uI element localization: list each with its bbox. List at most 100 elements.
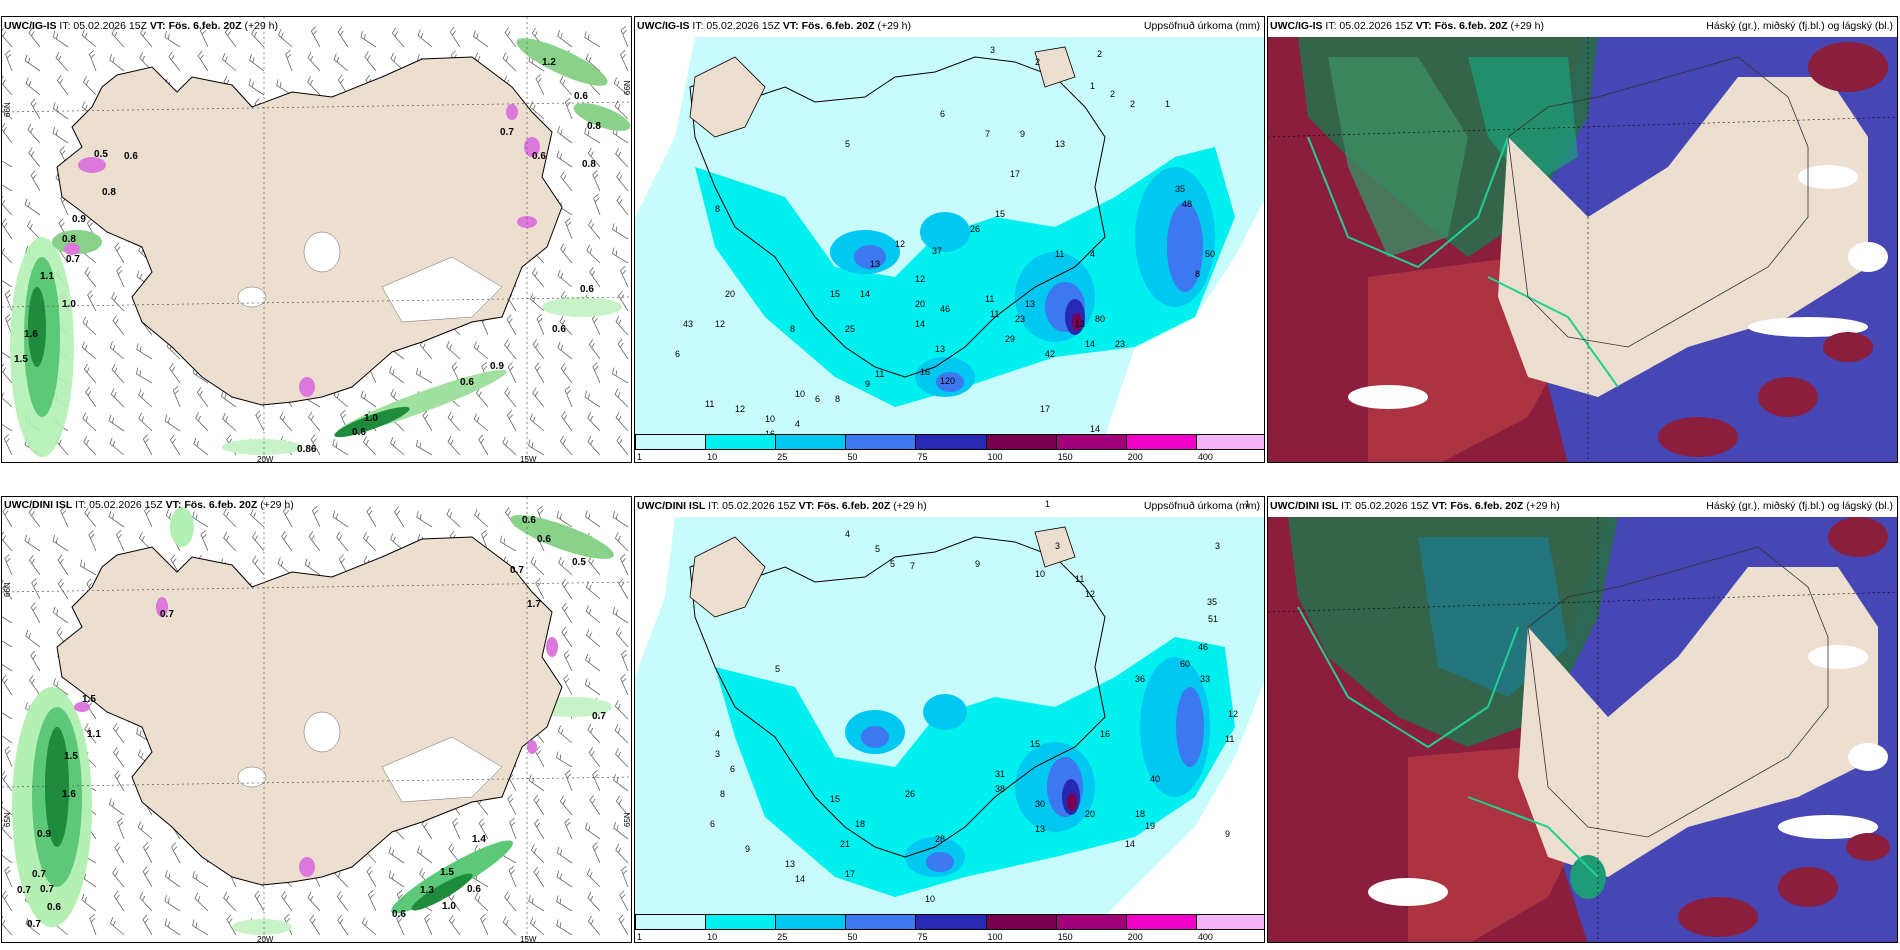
- wind-barb: [592, 169, 601, 192]
- cloud-map[interactable]: [1268, 17, 1898, 463]
- wind-barb: [113, 747, 125, 768]
- colorbar-swatch: [635, 914, 707, 930]
- wind-barb: [4, 289, 13, 312]
- map-value: 15: [1030, 739, 1040, 749]
- map-value: 13: [1055, 139, 1065, 149]
- wind-map[interactable]: 20W 15W 66N 65N 65N 0.60.60.50.71.70.70.…: [2, 497, 632, 943]
- colorbar-label: 150: [1057, 452, 1073, 462]
- wind-barb: [478, 434, 489, 456]
- wind-barb: [532, 339, 545, 360]
- map-value: 13: [935, 344, 945, 354]
- map-value: 11: [1055, 249, 1064, 259]
- map-value: 15: [995, 209, 1005, 219]
- colorbar-swatch: [845, 914, 917, 930]
- wind-barb: [564, 769, 573, 792]
- wind-barb: [139, 52, 153, 72]
- wind-barb: [530, 844, 545, 864]
- map-value: 40: [1150, 774, 1160, 784]
- map-value: 19: [1145, 821, 1155, 831]
- wind-barb: [135, 367, 153, 384]
- wind-barb: [2, 101, 13, 120]
- wind-barb: [337, 26, 349, 48]
- wind-barb: [144, 506, 153, 528]
- map-value: 7: [910, 561, 915, 571]
- wind-barb: [564, 385, 573, 408]
- map-value: 35: [1207, 597, 1217, 607]
- map-value: 26: [970, 224, 980, 234]
- wind-barb: [2, 531, 13, 552]
- wind-barb: [116, 817, 125, 840]
- map-value: 11: [875, 369, 884, 379]
- map-value: 0.5: [94, 149, 108, 160]
- wind-barb: [620, 649, 629, 672]
- wind-barb: [164, 30, 181, 48]
- wind-barb: [88, 49, 97, 72]
- map-value: 1.5: [64, 751, 78, 762]
- wind-barb: [254, 890, 265, 912]
- map-value: 14: [1085, 339, 1095, 349]
- wind-barb: [250, 508, 265, 528]
- map-value: 6: [675, 349, 680, 359]
- colorbar-swatch: [775, 434, 847, 450]
- wind-barb: [558, 556, 573, 576]
- wind-barb: [2, 820, 13, 840]
- wind-barb: [556, 870, 573, 888]
- map-value: 2: [1130, 99, 1135, 109]
- wind-barb: [504, 891, 517, 912]
- map-value: 1.6: [62, 789, 76, 800]
- wind-barb: [481, 529, 489, 552]
- wind-map[interactable]: 20W 15W 66N 66N 1.2 0.6 0.8 0.7 0.5 0.6 0.8 0.9…: [2, 17, 632, 463]
- map-value: 46: [1198, 642, 1208, 652]
- colorbar-swatch: [775, 914, 847, 930]
- wind-barb: [616, 435, 629, 456]
- wind-barb: [112, 723, 125, 744]
- wind-barb: [194, 892, 209, 912]
- wind-barb: [138, 412, 153, 432]
- wind-barb: [333, 53, 349, 72]
- map-value: 12: [1228, 709, 1238, 719]
- map-value: 1.3: [420, 885, 434, 896]
- wind-barb: [587, 723, 601, 744]
- wind-barb: [391, 27, 405, 48]
- map-value: 9: [975, 559, 980, 569]
- wind-barb: [311, 506, 321, 528]
- wind-barb: [3, 434, 13, 456]
- wind-barb: [528, 439, 545, 456]
- wind-barb: [224, 27, 237, 48]
- wind-barb: [529, 413, 545, 432]
- map-value: 33: [1200, 674, 1210, 684]
- map-value: 12: [735, 404, 745, 414]
- panel-subtitle: Háský (gr.), miðský (fj.bl.) og lágský (…: [1706, 20, 1893, 32]
- wind-barb: [108, 510, 125, 528]
- wind-barb: [28, 555, 41, 576]
- colorbar-swatch: [1195, 434, 1264, 450]
- wind-barb: [2, 218, 13, 240]
- precip-colorbar: 1 10 25 50 75 100 150 200 400: [635, 434, 1264, 462]
- wind-barb: [534, 818, 545, 840]
- map-value: 0.6: [537, 534, 551, 545]
- wind-barb: [112, 315, 125, 336]
- wind-barb: [114, 242, 125, 264]
- map-value: 0.7: [27, 919, 41, 930]
- map-value: 1.5: [82, 694, 96, 705]
- wind-barb: [84, 723, 97, 744]
- panel-subtitle: Háský (gr.), miðský (fj.bl.) og lágský (…: [1706, 500, 1893, 512]
- map-value: 8: [835, 394, 840, 404]
- wind-barb: [416, 511, 433, 528]
- wind-barb: [52, 102, 69, 120]
- wind-barb: [2, 674, 13, 696]
- cloud-map[interactable]: [1268, 497, 1898, 943]
- map-value: 15: [830, 794, 840, 804]
- wind-barb: [614, 700, 629, 720]
- wind-barb: [557, 725, 573, 744]
- wind-barb: [508, 865, 517, 888]
- wind-barb: [5, 49, 13, 72]
- map-value: 13: [1025, 299, 1035, 309]
- map-value: 0.7: [66, 254, 80, 265]
- wind-barb: [252, 555, 265, 576]
- wind-barb: [113, 890, 125, 912]
- colorbar-swatch: [1055, 434, 1127, 450]
- precip-panel-top: UWC/IG-IS IT: 05.02.2026 15Z VT: Fös. 6.…: [634, 16, 1265, 463]
